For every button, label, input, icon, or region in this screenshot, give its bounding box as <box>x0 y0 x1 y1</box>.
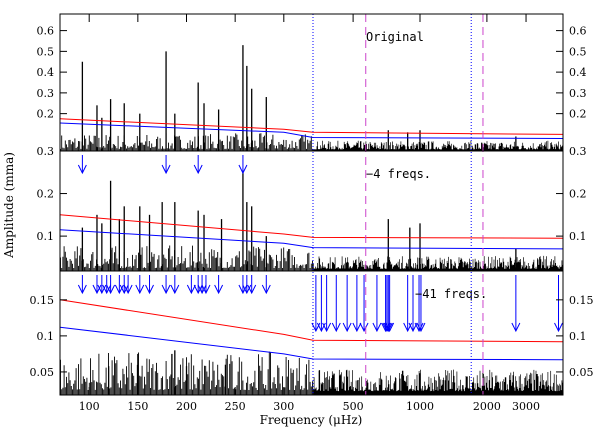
xtick-label-left-1: 100 <box>79 400 100 413</box>
ytick-label-right-1-5: 0.6 <box>569 25 587 38</box>
ytick-label-right-3-2: 0.1 <box>569 330 587 343</box>
x-axis-title: Frequency (μHz) <box>260 413 363 427</box>
xtick-label-right-2: 1000 <box>406 400 434 413</box>
plot-frame <box>59 13 564 396</box>
ytick-label-left-1-2: 0.3 <box>37 87 55 100</box>
ytick-label-right-2-1: 0.1 <box>569 230 587 243</box>
arrow-head-panel-3-13 <box>186 284 196 295</box>
xtick-label-right-4: 3000 <box>512 400 540 413</box>
arrow-head-panel-3-4 <box>102 284 112 295</box>
arrow-head-panel-3-29 <box>372 322 382 333</box>
xtick-label-left-2: 150 <box>127 400 148 413</box>
arrow-head-panel-3-21 <box>261 284 271 295</box>
panel-label-2: −4 freqs. <box>366 167 431 181</box>
arrow-head-panel-3-9 <box>135 284 145 295</box>
arrow-head-panel-3-14 <box>193 284 203 295</box>
arrow-head-panel-3-32 <box>383 322 393 333</box>
threshold-red-panel-1 <box>59 118 564 135</box>
ytick-label-right-1-2: 0.3 <box>569 87 587 100</box>
xtick-label-right-1: 500 <box>343 400 364 413</box>
arrow-head-panel-3-5 <box>106 284 116 295</box>
xtick-label-left-5: 300 <box>273 400 294 413</box>
ytick-label-left-3-2: 0.1 <box>37 330 55 343</box>
arrow-head-panel-3-17 <box>214 284 224 295</box>
arrow-head-panel-3-24 <box>322 322 332 333</box>
arrow-head-panel-3-8 <box>123 284 133 295</box>
ytick-label-right-3-1: 0.05 <box>569 366 594 379</box>
arrow-head-panel-3-7 <box>119 284 129 295</box>
xtick-label-left-3: 200 <box>176 400 197 413</box>
arrow-head-panel-3-37 <box>416 322 426 333</box>
arrow-head-panel-2-4 <box>238 164 248 175</box>
panel-label-3: −41 freqs. <box>415 287 487 301</box>
arrow-head-panel-2-1 <box>77 164 87 175</box>
ytick-label-left-3-3: 0.15 <box>30 294 55 307</box>
arrow-head-panel-3-28 <box>359 322 369 333</box>
ytick-label-right-1-1: 0.2 <box>569 108 587 121</box>
arrow-head-panel-2-3 <box>193 164 203 175</box>
arrow-head-panel-3-15 <box>197 284 207 295</box>
arrow-head-panel-3-11 <box>161 284 171 295</box>
threshold-blue-panel-1 <box>59 122 564 139</box>
arrow-head-panel-3-18 <box>238 284 248 295</box>
frame-layer: 0.2 0.2 0.3 0.3 0.4 0.4 0.5 0.5 0.6 0.6 0.1 0.1 0.2 0… <box>30 13 594 413</box>
ytick-label-right-3-3: 0.15 <box>569 294 594 307</box>
noise-right-panel-3 <box>313 369 563 395</box>
arrow-head-panel-3-10 <box>145 284 154 295</box>
arrow-head-panel-3-12 <box>170 284 180 295</box>
threshold-blue-panel-2 <box>59 229 564 250</box>
arrow-head-panel-3-20 <box>247 284 257 295</box>
arrow-head-panel-3-38 <box>511 322 521 333</box>
ytick-label-right-2-2: 0.2 <box>569 188 587 201</box>
arrow-head-panel-2-2 <box>161 164 171 175</box>
threshold-red-panel-2 <box>59 214 564 239</box>
ytick-label-left-2-1: 0.1 <box>37 230 55 243</box>
noise-right-panel-2 <box>313 255 563 271</box>
arrow-head-panel-3-36 <box>414 322 424 333</box>
arrow-head-panel-3-26 <box>342 322 352 333</box>
noise-left-panel-1 <box>60 133 313 151</box>
arrow-head-panel-3-16 <box>201 284 211 295</box>
ytick-label-left-3-1: 0.05 <box>30 366 55 379</box>
threshold-red-panel-3 <box>59 299 564 343</box>
arrow-head-panel-3-35 <box>408 322 418 333</box>
ytick-label-left-1-5: 0.6 <box>37 25 55 38</box>
panel-2: −4 freqs. <box>59 155 564 271</box>
arrow-head-panel-3-33 <box>385 322 395 333</box>
ytick-label-left-2-2: 0.2 <box>37 188 55 201</box>
ytick-label-right-2-3: 0.3 <box>569 145 587 158</box>
ytick-label-right-1-4: 0.5 <box>569 45 587 58</box>
y-axis-title: Amplitude (mma) <box>2 152 16 259</box>
arrow-head-panel-3-1 <box>77 284 87 295</box>
threshold-blue-panel-3 <box>59 326 564 361</box>
noise-left-panel-2 <box>60 245 313 271</box>
data-layer: Original −4 freqs. −41 freqs. <box>59 14 564 395</box>
ytick-label-left-1-3: 0.4 <box>37 66 55 79</box>
panel-3: −41 freqs. <box>59 275 564 395</box>
ytick-label-right-1-3: 0.4 <box>569 66 587 79</box>
arrow-head-panel-3-27 <box>352 322 362 333</box>
panel-1: Original <box>59 30 564 151</box>
arrow-head-panel-3-39 <box>554 322 563 333</box>
noise-right-panel-1 <box>313 140 563 151</box>
ytick-label-left-1-4: 0.5 <box>37 45 55 58</box>
xtick-label-left-4: 250 <box>225 400 246 413</box>
ytick-label-left-1-1: 0.2 <box>37 108 55 121</box>
arrow-head-panel-3-25 <box>331 322 341 333</box>
xtick-label-right-3: 2000 <box>473 400 501 413</box>
ytick-label-left-2-3: 0.3 <box>37 145 55 158</box>
panel-label-1: Original <box>366 30 424 44</box>
